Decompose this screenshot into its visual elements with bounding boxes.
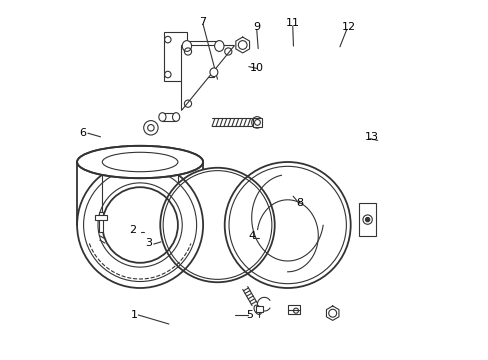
Circle shape — [365, 217, 369, 222]
Text: 6: 6 — [79, 128, 86, 138]
Bar — [256, 306, 263, 312]
Text: 3: 3 — [145, 238, 152, 248]
Polygon shape — [326, 306, 338, 320]
Ellipse shape — [209, 68, 218, 77]
Text: 1: 1 — [131, 310, 138, 320]
Text: 2: 2 — [129, 225, 136, 235]
Ellipse shape — [254, 305, 261, 315]
Text: 13: 13 — [365, 132, 379, 142]
Text: 11: 11 — [285, 18, 300, 28]
Text: 5: 5 — [246, 310, 253, 320]
Bar — [288, 305, 299, 314]
Bar — [163, 32, 186, 81]
Text: 12: 12 — [341, 22, 355, 32]
Ellipse shape — [77, 146, 203, 178]
Text: 7: 7 — [199, 17, 206, 27]
Polygon shape — [235, 37, 249, 53]
Ellipse shape — [159, 113, 166, 121]
Circle shape — [77, 162, 203, 288]
Text: 9: 9 — [253, 22, 260, 32]
Bar — [95, 215, 107, 220]
Ellipse shape — [214, 41, 224, 51]
Bar — [358, 203, 375, 236]
Ellipse shape — [172, 113, 179, 121]
Text: 4: 4 — [247, 231, 255, 241]
Circle shape — [160, 168, 274, 282]
Text: 8: 8 — [296, 198, 303, 208]
Ellipse shape — [251, 117, 262, 128]
Circle shape — [224, 162, 350, 288]
Text: 10: 10 — [249, 63, 264, 73]
Ellipse shape — [182, 41, 191, 51]
Bar — [99, 212, 103, 232]
Polygon shape — [181, 45, 233, 110]
Bar — [252, 118, 261, 127]
